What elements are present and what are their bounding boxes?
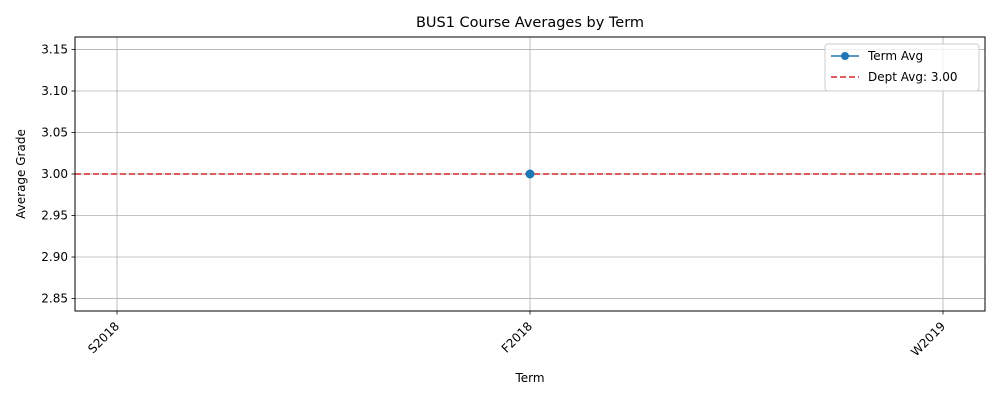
y-tick-label: 3.00 [41,167,68,181]
x-axis-ticks: S2018 F2018 W2019 [85,311,948,359]
legend: Term Avg Dept Avg: 3.00 [824,43,980,92]
data-point [525,169,535,179]
series-layer [525,169,535,179]
legend-label-dept-avg: Dept Avg: 3.00 [868,70,958,84]
y-tick-label: 2.90 [41,250,68,264]
x-tick-label: S2018 [85,319,122,356]
y-axis-label: Average Grade [14,129,28,219]
y-tick-label: 2.95 [41,209,68,223]
chart-title: BUS1 Course Averages by Term [416,15,644,31]
x-axis-label: Term [514,371,544,385]
legend-marker-term-avg [841,52,849,60]
grid [75,37,985,311]
legend-box [824,43,980,92]
x-tick-label: W2019 [908,319,948,359]
y-tick-label: 2.85 [41,292,68,306]
y-tick-label: 3.15 [41,42,68,56]
x-tick-label: F2018 [499,319,535,355]
y-tick-label: 3.05 [41,125,68,139]
y-tick-label: 3.10 [41,84,68,98]
legend-label-term-avg: Term Avg [867,49,923,63]
y-axis-ticks: 2.85 2.90 2.95 3.00 3.05 3.10 3.15 [41,42,75,306]
